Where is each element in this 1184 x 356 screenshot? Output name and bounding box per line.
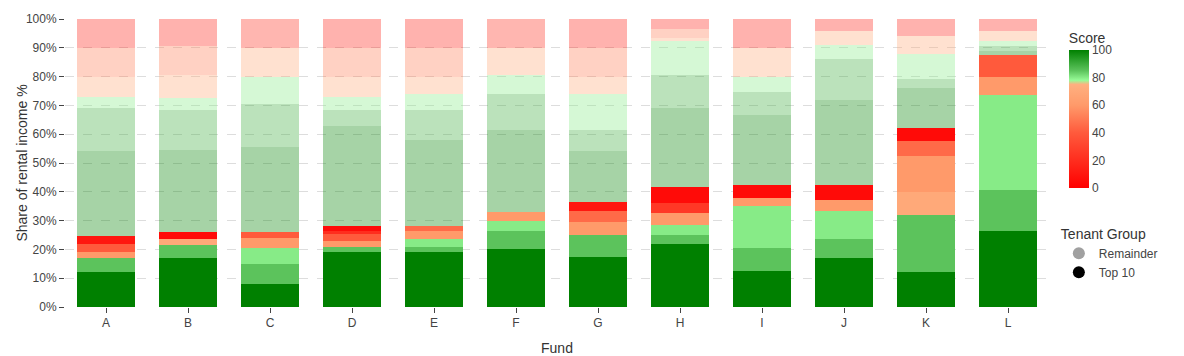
svg-text:D: D [348, 316, 357, 330]
svg-text:100%: 100% [26, 12, 57, 26]
svg-text:J: J [841, 316, 847, 330]
svg-text:A: A [102, 316, 110, 330]
svg-text:70%: 70% [33, 99, 57, 113]
svg-text:I: I [760, 316, 763, 330]
svg-text:20: 20 [1092, 154, 1106, 168]
svg-text:80%: 80% [33, 70, 57, 84]
svg-text:100: 100 [1092, 43, 1112, 57]
svg-text:30%: 30% [33, 214, 57, 228]
svg-text:0%: 0% [39, 300, 57, 314]
svg-text:Top 10: Top 10 [1099, 266, 1135, 280]
svg-text:B: B [184, 316, 192, 330]
svg-text:40%: 40% [33, 185, 57, 199]
svg-text:20%: 20% [33, 243, 57, 257]
svg-text:K: K [922, 316, 930, 330]
svg-text:Remainder: Remainder [1099, 247, 1158, 261]
svg-text:F: F [512, 316, 519, 330]
svg-text:0: 0 [1092, 181, 1099, 195]
svg-text:Fund: Fund [541, 340, 573, 356]
svg-text:H: H [676, 316, 685, 330]
svg-text:50%: 50% [33, 156, 57, 170]
svg-text:E: E [430, 316, 438, 330]
svg-text:G: G [593, 316, 602, 330]
svg-text:Tenant Group: Tenant Group [1061, 226, 1146, 242]
svg-text:60%: 60% [33, 127, 57, 141]
svg-text:Score: Score [1069, 30, 1106, 46]
svg-text:80: 80 [1092, 71, 1106, 85]
svg-text:90%: 90% [33, 41, 57, 55]
svg-text:60: 60 [1092, 98, 1106, 112]
svg-text:10%: 10% [33, 271, 57, 285]
svg-text:L: L [1005, 316, 1012, 330]
svg-text:C: C [266, 316, 275, 330]
svg-text:40: 40 [1092, 126, 1106, 140]
svg-text:Share of rental income %: Share of rental income % [14, 84, 30, 241]
